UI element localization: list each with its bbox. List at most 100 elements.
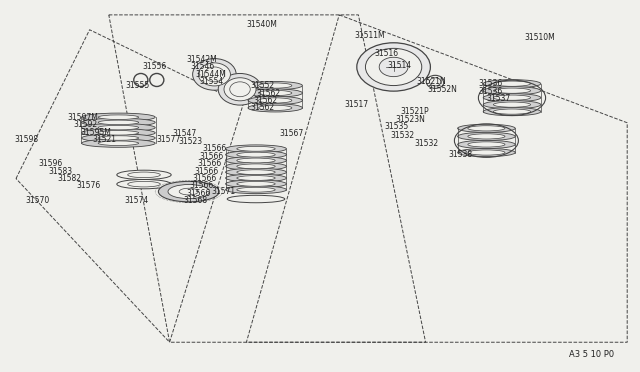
Text: 31596: 31596: [38, 159, 63, 168]
Text: 31532: 31532: [390, 131, 415, 140]
Ellipse shape: [98, 141, 139, 145]
Text: 31542M: 31542M: [187, 55, 218, 64]
Ellipse shape: [226, 151, 287, 158]
Ellipse shape: [237, 187, 275, 192]
Text: 31516: 31516: [374, 49, 399, 58]
Ellipse shape: [98, 120, 139, 125]
Ellipse shape: [168, 185, 210, 199]
Text: 31521N: 31521N: [416, 77, 445, 86]
Text: 31523N: 31523N: [396, 115, 426, 124]
Text: 31555: 31555: [125, 81, 150, 90]
Text: 31511M: 31511M: [354, 31, 385, 40]
Text: 31566: 31566: [202, 144, 227, 153]
Ellipse shape: [226, 163, 287, 170]
Text: 31536: 31536: [479, 79, 503, 88]
Ellipse shape: [483, 93, 541, 102]
Ellipse shape: [259, 83, 292, 88]
Ellipse shape: [248, 89, 302, 97]
Text: 31510M: 31510M: [525, 33, 556, 42]
Text: 31538: 31538: [448, 150, 472, 159]
Ellipse shape: [248, 104, 302, 112]
Ellipse shape: [230, 82, 250, 97]
Text: 31566: 31566: [200, 152, 224, 161]
Text: 31582: 31582: [58, 174, 82, 183]
Ellipse shape: [357, 43, 431, 91]
Ellipse shape: [458, 148, 515, 157]
Ellipse shape: [483, 100, 541, 109]
Text: 31556: 31556: [142, 62, 166, 71]
Ellipse shape: [98, 136, 139, 140]
Ellipse shape: [259, 98, 292, 103]
Text: 31552: 31552: [251, 81, 275, 90]
Ellipse shape: [493, 109, 531, 114]
Ellipse shape: [128, 172, 160, 177]
Ellipse shape: [493, 88, 531, 93]
Ellipse shape: [82, 139, 156, 147]
Text: 31540M: 31540M: [246, 20, 277, 29]
Text: 31592: 31592: [74, 120, 98, 129]
Ellipse shape: [259, 90, 292, 96]
Ellipse shape: [193, 58, 236, 90]
Ellipse shape: [204, 67, 225, 82]
Text: 31570: 31570: [26, 196, 50, 205]
Text: 31514: 31514: [387, 61, 412, 70]
Text: 31574: 31574: [125, 196, 149, 205]
Text: 31566: 31566: [192, 174, 216, 183]
Text: 31566: 31566: [189, 182, 214, 190]
Text: 31571: 31571: [211, 187, 236, 196]
Ellipse shape: [98, 115, 139, 119]
Text: 31566: 31566: [187, 189, 211, 198]
Ellipse shape: [248, 81, 302, 90]
Ellipse shape: [380, 57, 408, 77]
Ellipse shape: [198, 63, 230, 86]
Text: 31595M: 31595M: [80, 128, 111, 137]
Ellipse shape: [483, 87, 541, 95]
Ellipse shape: [226, 186, 287, 193]
Ellipse shape: [483, 80, 541, 88]
Ellipse shape: [468, 134, 505, 139]
Ellipse shape: [483, 108, 541, 116]
Text: 31568: 31568: [183, 196, 207, 205]
Text: 31562: 31562: [256, 89, 280, 97]
Ellipse shape: [128, 181, 160, 187]
Text: 31566: 31566: [195, 167, 219, 176]
Text: 31521P: 31521P: [400, 107, 429, 116]
Ellipse shape: [493, 81, 531, 86]
Text: 31598: 31598: [14, 135, 38, 144]
Ellipse shape: [237, 164, 275, 169]
Ellipse shape: [237, 176, 275, 180]
Ellipse shape: [237, 158, 275, 163]
Text: A3 5 10 P0: A3 5 10 P0: [569, 350, 614, 359]
Text: 31577: 31577: [157, 135, 181, 144]
Ellipse shape: [82, 134, 156, 142]
Ellipse shape: [82, 118, 156, 126]
Text: 31521: 31521: [93, 135, 116, 144]
Ellipse shape: [493, 102, 531, 107]
Ellipse shape: [226, 157, 287, 164]
Ellipse shape: [237, 182, 275, 186]
Ellipse shape: [116, 170, 172, 179]
Ellipse shape: [82, 129, 156, 137]
Ellipse shape: [365, 48, 422, 86]
Text: 31517: 31517: [344, 100, 369, 109]
Ellipse shape: [224, 78, 256, 101]
Ellipse shape: [82, 113, 156, 121]
Ellipse shape: [248, 96, 302, 105]
Text: 31554: 31554: [200, 77, 224, 86]
Text: 31583: 31583: [48, 167, 72, 176]
Ellipse shape: [458, 124, 515, 132]
Text: 31536: 31536: [479, 87, 503, 96]
Ellipse shape: [468, 126, 505, 131]
Ellipse shape: [158, 182, 219, 202]
Ellipse shape: [98, 125, 139, 130]
Ellipse shape: [226, 174, 287, 182]
Text: 31544M: 31544M: [196, 70, 227, 79]
Text: 31597M: 31597M: [67, 113, 98, 122]
Text: 31546: 31546: [191, 62, 215, 71]
Ellipse shape: [98, 131, 139, 135]
Text: 31562: 31562: [251, 103, 275, 112]
Ellipse shape: [237, 152, 275, 157]
Text: 31562: 31562: [253, 96, 278, 105]
Ellipse shape: [82, 124, 156, 132]
Ellipse shape: [226, 180, 287, 188]
